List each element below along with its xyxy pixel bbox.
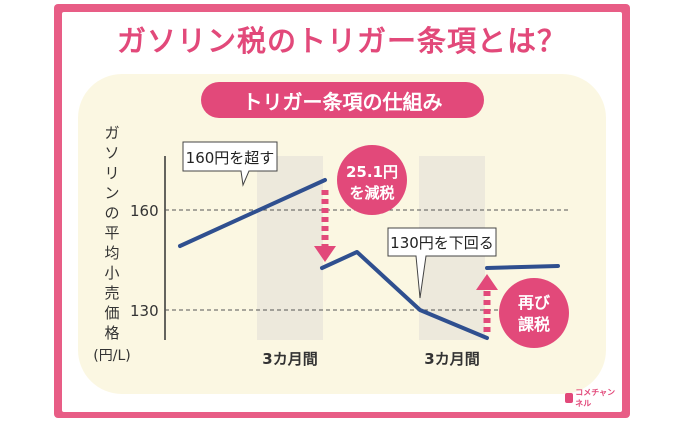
callout-exceed-box: [182, 141, 278, 187]
y-tick-160: 160: [130, 202, 159, 220]
price-line-rising: [178, 178, 327, 248]
y-label-char: 格: [104, 324, 119, 342]
y-tick-130: 130: [130, 302, 159, 320]
retax-line2: 課税: [518, 315, 550, 334]
y-axis-unit: (円/L): [93, 348, 130, 364]
tax-cut-badge: [337, 145, 407, 215]
callout-below: 130円を下回る: [387, 227, 497, 299]
page-title: ガソリン税のトリガー条項とは？: [116, 24, 567, 58]
brand-logo: コメチャンネル: [565, 385, 621, 411]
y-label-char: の: [104, 204, 119, 222]
retax-badge: [499, 278, 569, 348]
callout-below-box: [387, 227, 497, 299]
retax-line1: 再び: [518, 293, 551, 312]
price-line-retaxed: [485, 264, 560, 270]
y-label-char: ン: [104, 184, 119, 202]
period-label-2: 3カ月間: [424, 350, 479, 368]
callout-exceed-text: 160円を超す: [186, 149, 275, 167]
tax-cut-line2: を減税: [349, 184, 394, 202]
logo-text: コメチャンネル: [575, 388, 616, 408]
y-axis-label: ガ ソ リ ン の 平 均 小 売 価 格: [104, 124, 119, 342]
y-label-char: 平: [104, 224, 119, 242]
subtitle-pill: トリガー条項の仕組み: [201, 82, 484, 118]
y-label-char: ガ: [104, 124, 119, 142]
y-label-char: 小: [104, 264, 119, 282]
callout-below-text: 130円を下回る: [390, 234, 494, 252]
y-label-char: ソ: [104, 144, 119, 162]
y-label-char: 均: [104, 244, 119, 262]
y-label-char: 価: [104, 304, 119, 322]
y-label-char: 売: [104, 284, 119, 302]
price-line-falling: [320, 250, 489, 340]
tax-cut-line1: 25.1円: [346, 163, 398, 181]
callout-exceed: 160円を超す: [182, 141, 278, 187]
period-label-1: 3カ月間: [262, 350, 317, 368]
logo-icon: [565, 393, 574, 403]
retax-arrow-head: [476, 274, 498, 290]
y-label-char: リ: [104, 164, 119, 182]
tax-cut-arrow-head: [314, 246, 336, 262]
